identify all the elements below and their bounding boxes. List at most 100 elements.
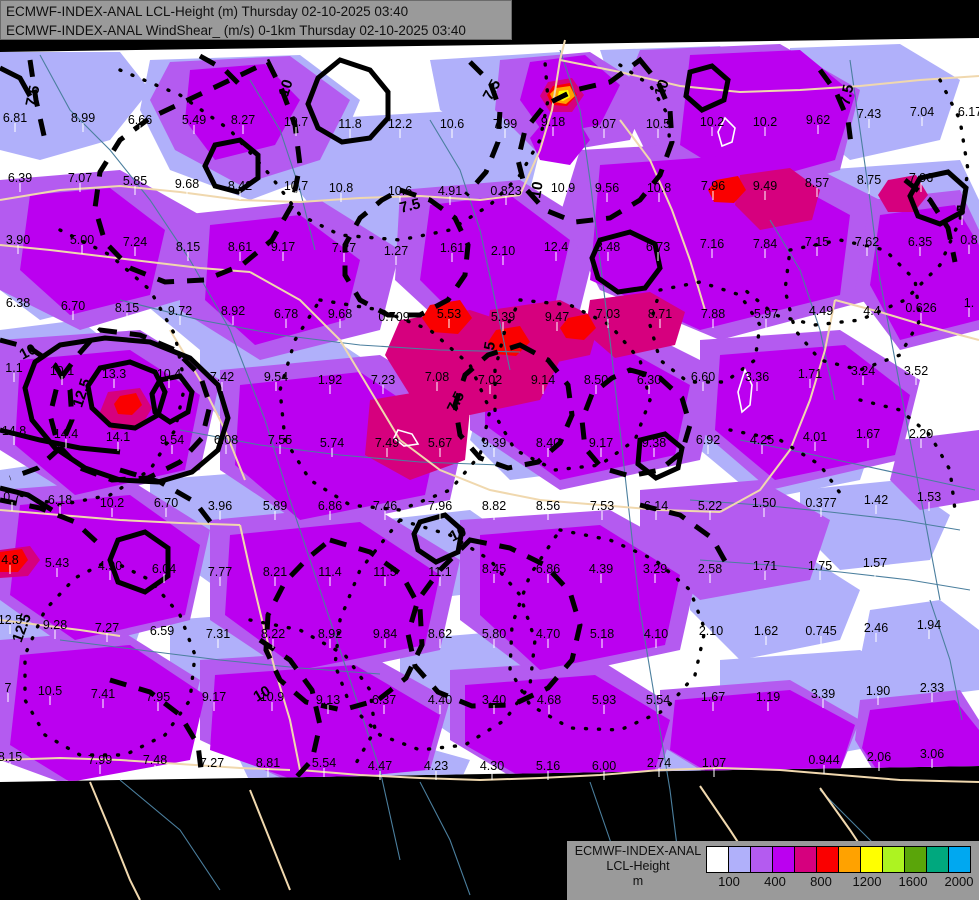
value-tick [56, 568, 58, 577]
value-tick [961, 216, 963, 225]
value-tick [384, 577, 386, 586]
value-tick [601, 511, 603, 520]
value-tick [657, 129, 659, 138]
value-tick [871, 316, 873, 325]
value-tick [295, 127, 297, 136]
value-tick [875, 633, 877, 642]
value-tick [814, 442, 816, 451]
value-tick [547, 511, 549, 520]
value-tick [219, 577, 221, 586]
value-tick [399, 129, 401, 138]
colorbar-swatch-6 [838, 846, 861, 873]
value-tick [556, 322, 558, 331]
value-tick [439, 705, 441, 714]
value-tick [186, 189, 188, 198]
value-tick [61, 376, 63, 385]
value-tick [502, 322, 504, 331]
value-tick [658, 768, 660, 777]
value-tick [817, 125, 819, 134]
value-tick [126, 313, 128, 322]
value-tick [601, 639, 603, 648]
colorbar-swatch-1 [728, 846, 751, 873]
value-tick [384, 639, 386, 648]
value-tick [11, 502, 13, 511]
value-tick [816, 188, 818, 197]
value-tick [867, 439, 869, 448]
value-tick [764, 249, 766, 258]
value-tick [928, 502, 930, 511]
value-tick [339, 319, 341, 328]
value-tick [323, 768, 325, 777]
lcl-shading-layer [0, 38, 979, 782]
value-tick [711, 127, 713, 136]
value-tick [65, 439, 67, 448]
value-tick [920, 313, 922, 322]
value-tick [17, 245, 19, 254]
value-tick [117, 442, 119, 451]
value-tick [600, 448, 602, 457]
value-tick [282, 252, 284, 261]
value-tick [82, 123, 84, 132]
contour-dotted-5 [18, 60, 970, 767]
value-tick [232, 316, 234, 325]
contour-white-minor [392, 116, 753, 447]
value-tick [493, 574, 495, 583]
value-tick [343, 253, 345, 262]
value-tick [712, 319, 714, 328]
value-tick [9, 762, 11, 771]
value-tick [179, 316, 181, 325]
value-tick [386, 448, 388, 457]
value-tick [931, 759, 933, 768]
value-tick [653, 448, 655, 457]
value-tick [764, 571, 766, 580]
value-tick [654, 574, 656, 583]
value-tick [710, 636, 712, 645]
value-tick [600, 574, 602, 583]
value-tick [712, 191, 714, 200]
value-tick [763, 508, 765, 517]
value-tick [451, 129, 453, 138]
value-tick [383, 705, 385, 714]
value-tick [862, 376, 864, 385]
contour-solid-125 [0, 57, 969, 595]
value-tick [239, 191, 241, 200]
value-tick [271, 702, 273, 711]
value-tick [72, 311, 74, 320]
value-tick [547, 771, 549, 780]
value-tick [552, 127, 554, 136]
value-tick [274, 577, 276, 586]
value-tick [239, 252, 241, 261]
value-tick [607, 319, 609, 328]
title-line-lcl: ECMWF-INDEX-ANAL LCL-Height (m) Thursday… [6, 4, 409, 19]
value-tick [171, 445, 173, 454]
value-tick [874, 568, 876, 577]
colorbar-swatch-8 [882, 846, 905, 873]
value-tick [267, 768, 269, 777]
value-tick [165, 508, 167, 517]
value-tick [866, 247, 868, 256]
value-tick [295, 191, 297, 200]
value-tick [919, 247, 921, 256]
value-tick [968, 308, 970, 317]
value-tick [816, 247, 818, 256]
value-tick [435, 771, 437, 780]
value-tick [764, 191, 766, 200]
value-tick [657, 252, 659, 261]
value-tick [968, 245, 970, 254]
colorbar-caption: ECMWF-INDEX-ANAL LCL-Height m [571, 844, 705, 889]
value-tick [868, 119, 870, 128]
value-tick [928, 630, 930, 639]
value-tick [399, 196, 401, 205]
value-tick [547, 448, 549, 457]
value-tick [702, 382, 704, 391]
value-tick [875, 505, 877, 514]
value-tick [111, 508, 113, 517]
value-tick [823, 765, 825, 774]
value-tick [340, 193, 342, 202]
value-tick [219, 511, 221, 520]
colorbar-swatch-5 [816, 846, 839, 873]
value-tick [709, 511, 711, 520]
value-tick [382, 385, 384, 394]
